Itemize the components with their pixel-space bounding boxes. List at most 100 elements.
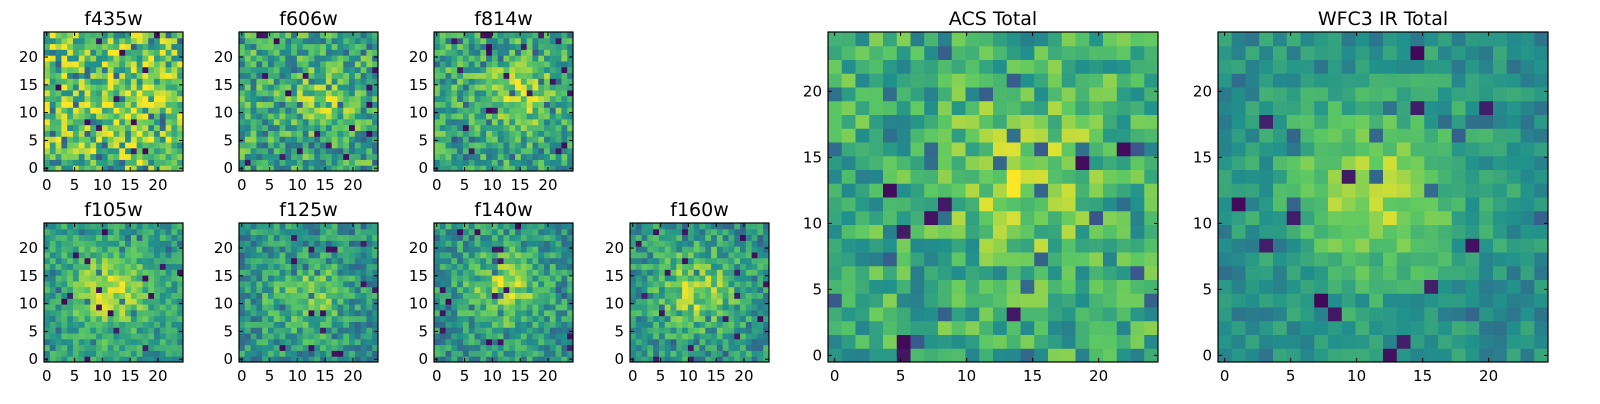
heatmap-cell [274, 269, 280, 275]
heatmap-cell [148, 321, 154, 327]
heatmap-cell [245, 252, 251, 258]
heatmap-cell [979, 101, 993, 115]
heatmap-cell [446, 316, 452, 322]
heatmap-cell [480, 350, 486, 356]
heatmap-cell [119, 298, 125, 304]
heatmap-cell [131, 130, 137, 136]
heatmap-cell [309, 32, 315, 38]
heatmap-cell [285, 304, 291, 310]
heatmap-cell [119, 90, 125, 96]
heatmap-cell [119, 148, 125, 154]
heatmap-cell [653, 252, 659, 258]
heatmap-cell [96, 32, 102, 38]
heatmap-cell [349, 240, 355, 246]
heatmap-cell [509, 125, 515, 131]
heatmap-cell [1103, 348, 1117, 362]
heatmap-cell [642, 304, 648, 310]
heatmap-cell [326, 38, 332, 44]
heatmap-cell [79, 252, 85, 258]
heatmap-cell [509, 281, 515, 287]
heatmap-cell [498, 102, 504, 108]
heatmap-cell [700, 339, 706, 345]
heatmap-cell [469, 90, 475, 96]
heatmap-cell [828, 307, 842, 321]
y-tick-label: 5 [223, 131, 233, 149]
heatmap-cell [440, 339, 446, 345]
heatmap-cell [274, 293, 280, 299]
heatmap-cell [291, 339, 297, 345]
heatmap-cell [475, 113, 481, 119]
heatmap-cell [326, 78, 332, 84]
heatmap-cell [446, 287, 452, 293]
heatmap-cell [556, 125, 562, 131]
heatmap-cell [734, 235, 740, 241]
heatmap-cell [125, 148, 131, 154]
heatmap-cell [740, 275, 746, 281]
heatmap-cell [700, 316, 706, 322]
heatmap-cell [740, 293, 746, 299]
heatmap-cell [366, 78, 372, 84]
heatmap-cell [642, 275, 648, 281]
heatmap-cell [349, 321, 355, 327]
heatmap-cell [366, 96, 372, 102]
heatmap-cell [355, 78, 361, 84]
heatmap-cell [297, 73, 303, 79]
heatmap-cell [521, 142, 527, 148]
heatmap-cell [492, 148, 498, 154]
heatmap-cell [966, 321, 980, 335]
heatmap-cell [1048, 266, 1062, 280]
heatmap-cell [125, 240, 131, 246]
heatmap-cell [457, 136, 463, 142]
heatmap-cell [44, 61, 50, 67]
heatmap-cell [700, 321, 706, 327]
heatmap-cell [1273, 335, 1287, 349]
heatmap-cell [752, 339, 758, 345]
heatmap-cell [659, 275, 665, 281]
heatmap-cell [102, 154, 108, 160]
heatmap-cell [154, 78, 160, 84]
heatmap-cell [642, 240, 648, 246]
heatmap-cell [856, 156, 870, 170]
heatmap-cell [108, 327, 114, 333]
heatmap-cell [532, 316, 538, 322]
heatmap-cell [361, 96, 367, 102]
heatmap-cell [515, 44, 521, 50]
heatmap-cell [1218, 280, 1232, 294]
heatmap-cell [1076, 101, 1090, 115]
heatmap-cell [515, 148, 521, 154]
heatmap-cell [303, 84, 309, 90]
heatmap-cell [556, 264, 562, 270]
heatmap-cell [96, 96, 102, 102]
heatmap-cell [320, 321, 326, 327]
heatmap-cell [171, 44, 177, 50]
heatmap-cell [73, 327, 79, 333]
heatmap-cell [952, 183, 966, 197]
heatmap-cell [285, 148, 291, 154]
heatmap-cell [337, 310, 343, 316]
heatmap-cell [897, 156, 911, 170]
heatmap-cell [740, 321, 746, 327]
heatmap-cell [256, 339, 262, 345]
heatmap-cell [160, 136, 166, 142]
heatmap-cell [85, 304, 91, 310]
heatmap-cell [1466, 335, 1480, 349]
heatmap-cell [268, 333, 274, 339]
heatmap-cell [1048, 280, 1062, 294]
heatmap-cell [108, 235, 114, 241]
heatmap-cell [154, 154, 160, 160]
heatmap-cell [256, 67, 262, 73]
heatmap-cell [245, 84, 251, 90]
heatmap-cell [492, 321, 498, 327]
heatmap-cell [361, 84, 367, 90]
heatmap-cell [1021, 156, 1035, 170]
heatmap-cell [544, 275, 550, 281]
heatmap-cell [239, 327, 245, 333]
heatmap-cell [291, 73, 297, 79]
heatmap-cell [262, 246, 268, 252]
y-tick-label: 0 [28, 159, 38, 177]
heatmap-cell [475, 345, 481, 351]
heatmap-cell [1103, 128, 1117, 142]
heatmap-cell [85, 78, 91, 84]
heatmap-cell [90, 345, 96, 351]
